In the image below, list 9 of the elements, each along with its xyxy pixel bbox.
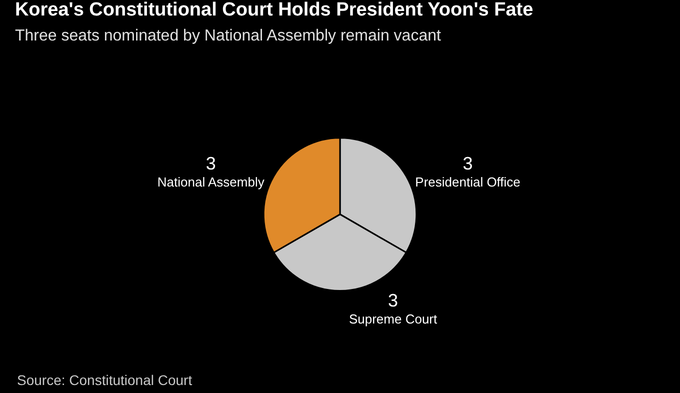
source-note: Source: Constitutional Court [17,372,192,388]
chart-subtitle: Three seats nominated by National Assembly remain vacant [14,27,442,44]
chart-title: Korea's Constitutional Court Holds President Yoon's Fate [14,0,534,21]
data-label: 3 [462,154,473,174]
data-label: 3 [206,154,216,174]
slice-label: Presidential Office [415,174,520,190]
slice-label: Supreme Court [348,312,438,327]
data-label: 3 [388,290,398,311]
slice-label: National Assembly [157,174,265,190]
